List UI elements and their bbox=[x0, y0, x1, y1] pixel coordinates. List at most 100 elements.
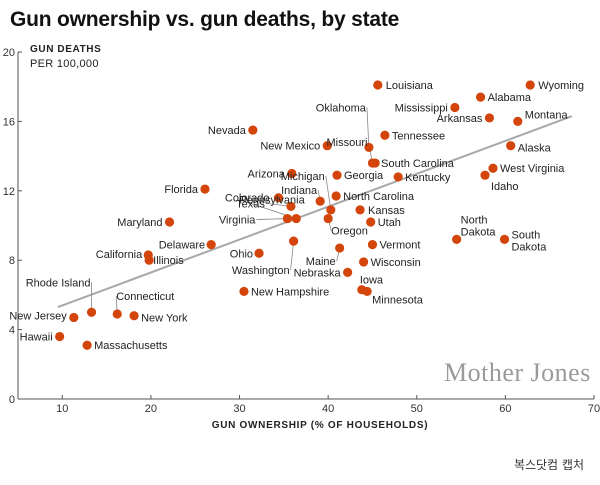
data-point bbox=[55, 331, 65, 342]
point-label: South Dakota bbox=[511, 229, 547, 253]
data-point bbox=[393, 172, 403, 182]
trendline bbox=[57, 115, 573, 308]
point-label: Minnesota bbox=[372, 294, 424, 306]
data-point bbox=[480, 170, 490, 180]
data-point bbox=[69, 312, 79, 323]
point-label: Arizona bbox=[248, 168, 286, 180]
point-label: Illinois bbox=[153, 255, 184, 267]
point-label: Georgia bbox=[344, 170, 384, 182]
x-tick-label: 40 bbox=[322, 403, 334, 415]
x-tick-label: 10 bbox=[56, 403, 68, 415]
point-label: Nebraska bbox=[294, 267, 342, 279]
y-tick-label: 20 bbox=[3, 47, 15, 59]
data-point bbox=[291, 213, 301, 224]
point-label: New Jersey bbox=[9, 310, 67, 322]
data-point bbox=[364, 142, 374, 153]
y-axis-label-line2: PER 100,000 bbox=[30, 58, 99, 70]
point-label: Virginia bbox=[219, 215, 256, 227]
data-point bbox=[200, 184, 210, 194]
data-point bbox=[287, 168, 297, 179]
data-point bbox=[286, 201, 296, 212]
data-point bbox=[373, 80, 383, 90]
x-axis-label: GUN OWNERSHIP (% OF HOUSEHOLDS) bbox=[211, 420, 429, 431]
data-point bbox=[525, 80, 535, 90]
point-label: Colorado bbox=[225, 193, 270, 205]
point-label: Mississippi bbox=[395, 103, 448, 115]
axes: 0 4 8 12 16 20 10 20 30 40 50 60 70 bbox=[3, 47, 600, 415]
leader-lines bbox=[91, 107, 373, 315]
point-label: Florida bbox=[164, 184, 199, 196]
point-label: Montana bbox=[525, 109, 569, 121]
point-label: Delaware bbox=[159, 240, 205, 252]
leader-line bbox=[366, 107, 370, 148]
data-point bbox=[288, 236, 299, 246]
data-point bbox=[144, 255, 154, 265]
point-label: Wisconsin bbox=[371, 257, 421, 269]
point-label: New Mexico bbox=[260, 141, 320, 153]
data-point bbox=[484, 113, 495, 123]
point-label: Iowa bbox=[360, 275, 384, 287]
data-point bbox=[370, 158, 380, 168]
data-point bbox=[343, 267, 353, 277]
leader-line bbox=[325, 175, 332, 210]
point-label: New York bbox=[141, 313, 188, 325]
data-point bbox=[359, 257, 369, 267]
point-label: Oklahoma bbox=[316, 102, 367, 114]
point-label: Wyoming bbox=[538, 80, 584, 92]
point-label: Ohio bbox=[230, 248, 253, 260]
data-point bbox=[450, 102, 460, 113]
point-label: Nevada bbox=[208, 125, 247, 137]
data-point bbox=[164, 217, 175, 227]
point-label: Vermont bbox=[379, 240, 420, 252]
data-point bbox=[82, 340, 92, 350]
point-label: Idaho bbox=[491, 181, 519, 193]
data-point bbox=[323, 213, 333, 224]
point-label: New Hampshire bbox=[251, 286, 329, 298]
data-point bbox=[331, 191, 341, 201]
point-label: Utah bbox=[378, 217, 401, 229]
point-label: Alaska bbox=[518, 143, 552, 155]
point-label: Kentucky bbox=[405, 172, 451, 184]
point-label: Connecticut bbox=[116, 291, 174, 303]
point-label: Tennessee bbox=[392, 130, 445, 142]
leader-line bbox=[290, 241, 294, 271]
point-label: Missouri bbox=[327, 137, 368, 149]
data-point bbox=[335, 243, 345, 253]
data-point bbox=[366, 217, 376, 227]
point-label: Oregon bbox=[331, 226, 368, 238]
data-point bbox=[248, 125, 258, 135]
point-label: Arkansas bbox=[437, 113, 483, 125]
data-point bbox=[362, 286, 372, 297]
trendline-line bbox=[57, 115, 573, 308]
point-label: Michigan bbox=[281, 171, 325, 183]
y-tick-label: 12 bbox=[3, 186, 15, 198]
point-label: Maine bbox=[306, 256, 336, 268]
point-label: South Carolina bbox=[381, 158, 455, 170]
data-point bbox=[355, 205, 365, 215]
y-tick-label: 8 bbox=[9, 255, 15, 267]
data-point bbox=[488, 163, 498, 173]
data-point bbox=[315, 196, 325, 206]
data-point bbox=[86, 307, 97, 317]
x-tick-label: 50 bbox=[411, 403, 423, 415]
x-tick-label: 70 bbox=[588, 403, 600, 415]
point-label: North Carolina bbox=[343, 191, 415, 203]
data-point bbox=[322, 141, 332, 151]
y-axis-label-line1: GUN DEATHS bbox=[30, 44, 102, 55]
data-point bbox=[499, 234, 510, 244]
data-point bbox=[332, 170, 342, 180]
data-point bbox=[506, 141, 516, 151]
point-label: Kansas bbox=[368, 205, 405, 217]
data-point bbox=[367, 239, 378, 250]
data-point bbox=[254, 248, 264, 258]
data-point bbox=[239, 286, 249, 297]
y-tick-label: 4 bbox=[9, 325, 15, 337]
data-point bbox=[273, 193, 284, 203]
point-label: Massachusetts bbox=[94, 340, 168, 352]
publisher-logo: Mother Jones bbox=[444, 358, 591, 387]
data-point bbox=[282, 213, 292, 224]
x-tick-label: 60 bbox=[499, 403, 511, 415]
data-point bbox=[452, 234, 462, 244]
data-point bbox=[326, 205, 336, 215]
